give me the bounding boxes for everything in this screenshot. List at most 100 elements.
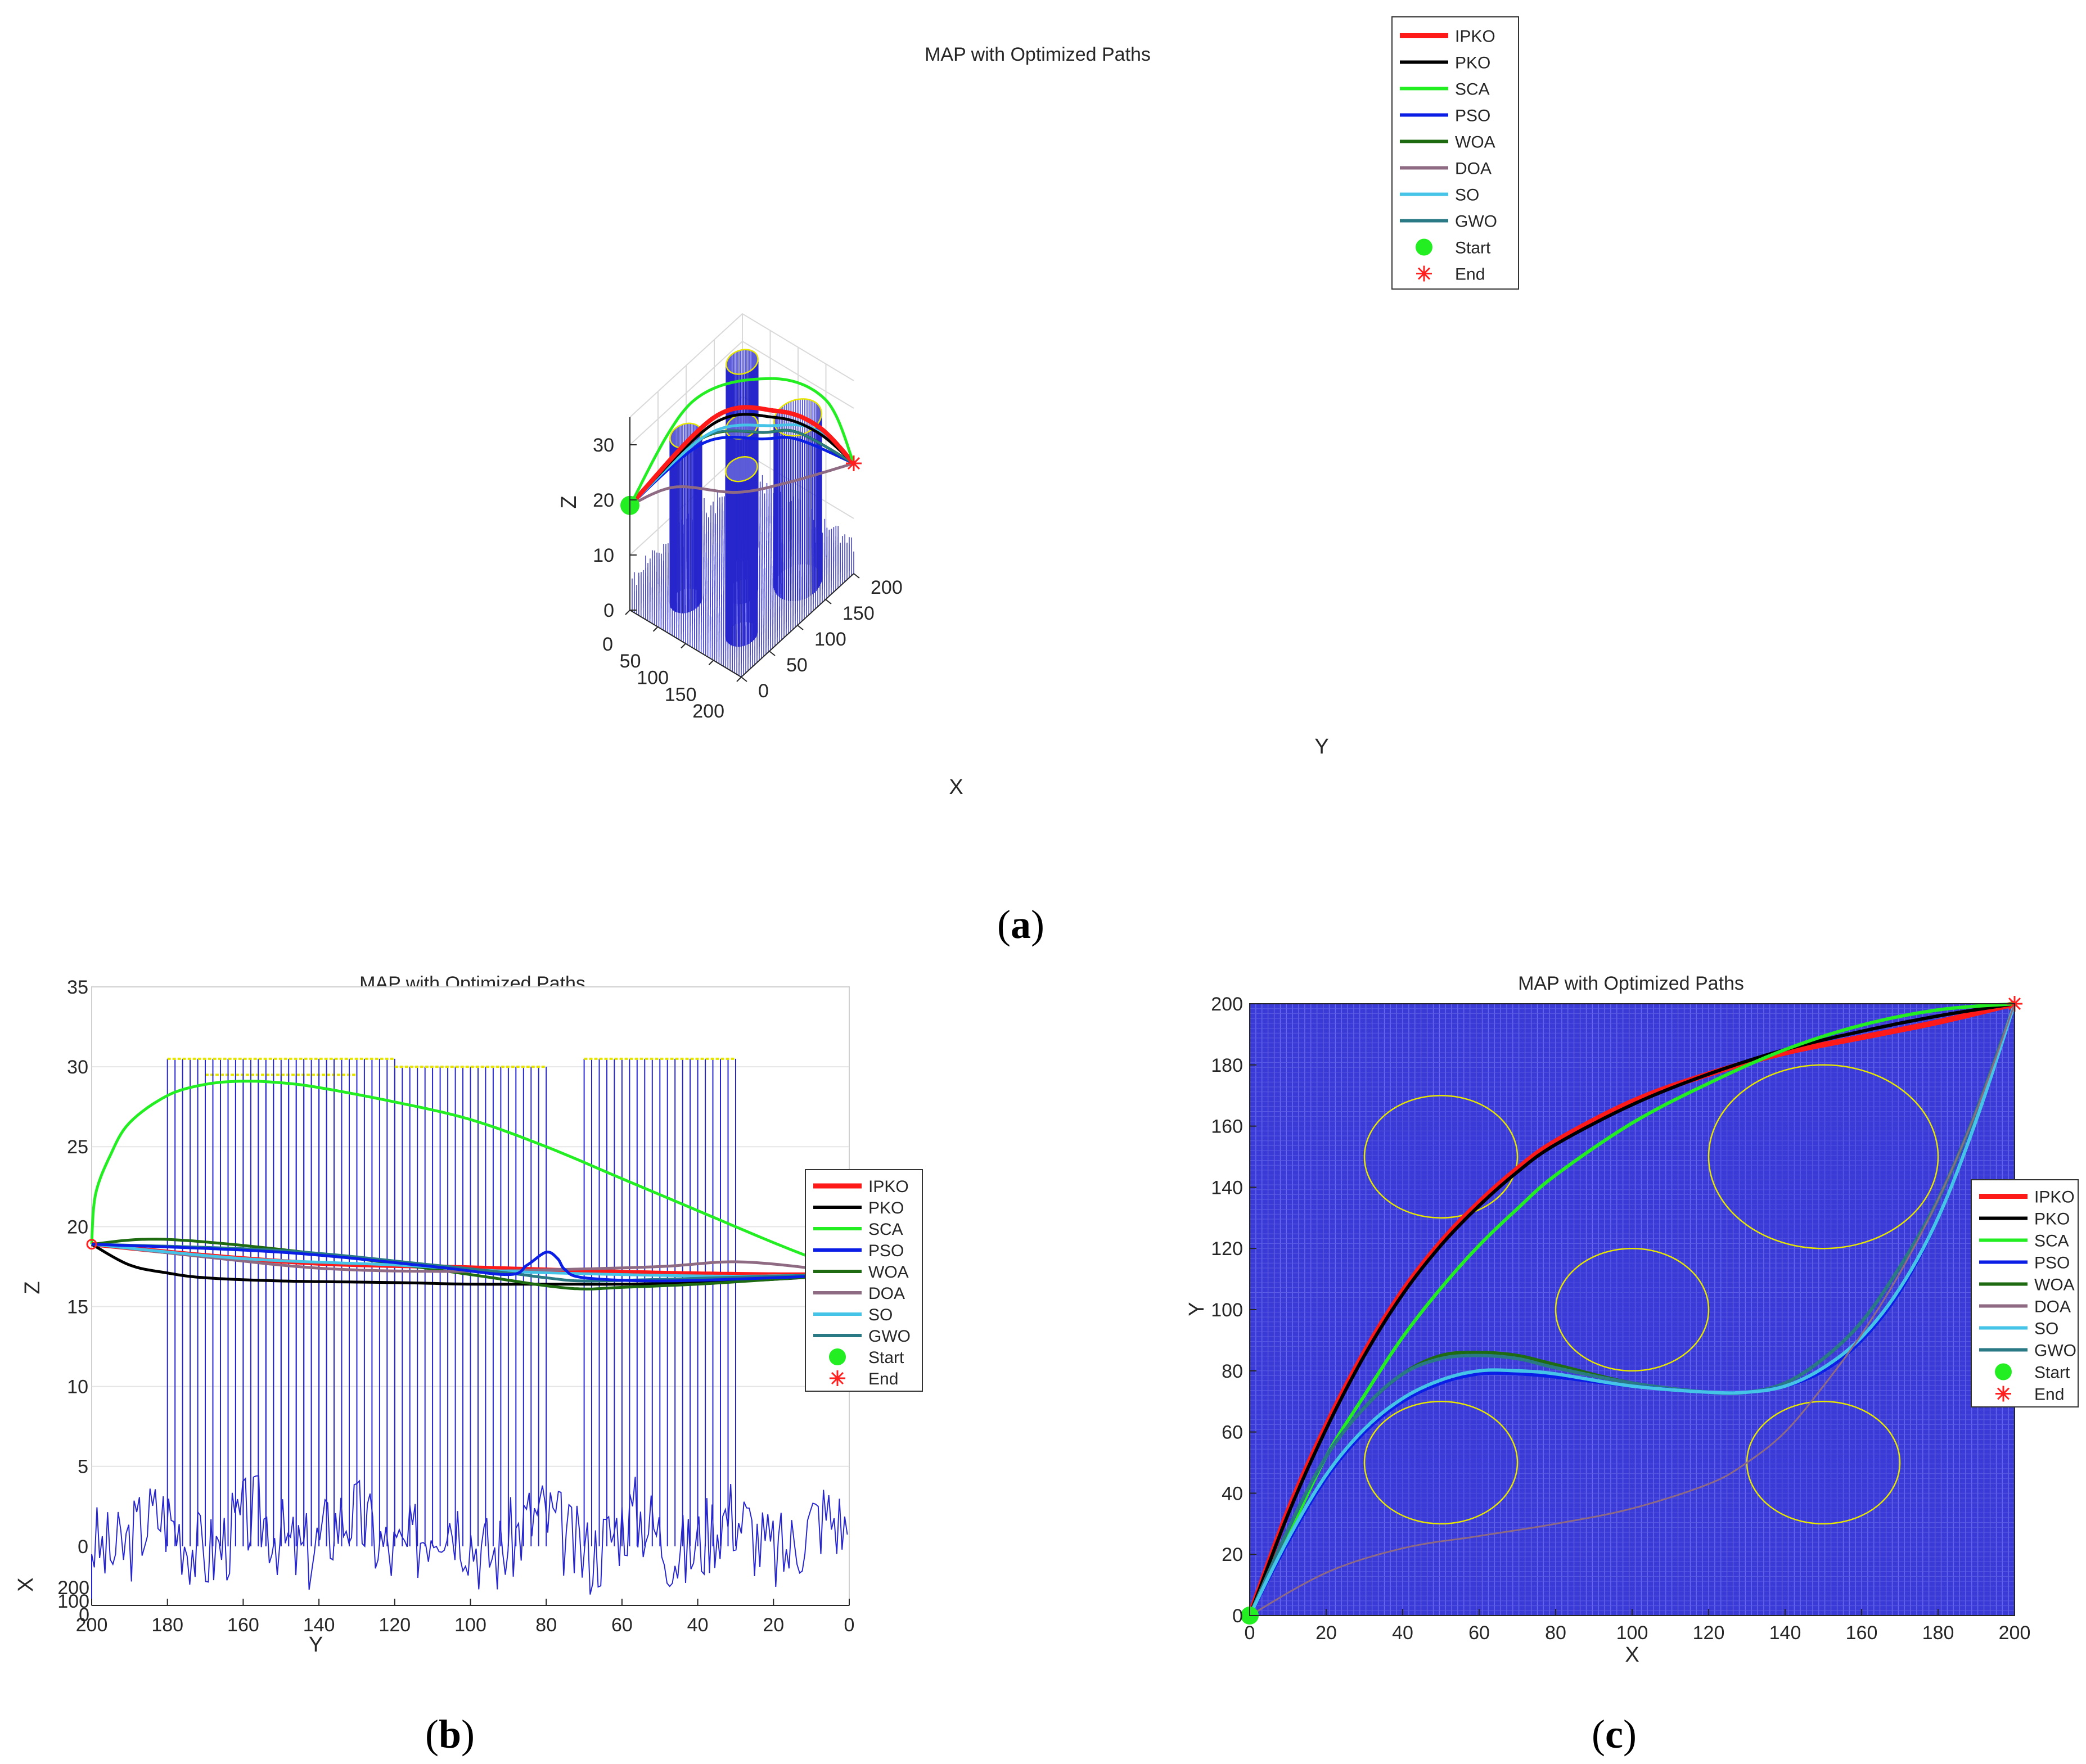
x-tick-mark bbox=[736, 676, 742, 682]
start-marker bbox=[86, 1239, 97, 1250]
y-tick-mark bbox=[741, 676, 747, 682]
legend-label-woa: WOA bbox=[2034, 1276, 2075, 1294]
obstacle-cylinder bbox=[725, 456, 758, 647]
y-tick-label: 100 bbox=[814, 629, 846, 650]
z-axis-label: Z bbox=[21, 1281, 44, 1294]
legend-label-start: Start bbox=[2034, 1364, 2070, 1382]
obstacle-columns bbox=[394, 1066, 547, 1546]
legend-label-end: End bbox=[2034, 1386, 2064, 1404]
x-tick-label: 0 bbox=[602, 634, 613, 655]
legend-label-doa: DOA bbox=[1455, 160, 1492, 178]
legend-label-pso: PSO bbox=[2034, 1254, 2070, 1273]
y-tick-label: 140 bbox=[303, 1614, 335, 1636]
path-pko bbox=[628, 413, 855, 507]
caption-b: (b) bbox=[425, 1712, 475, 1757]
caption-a: (a) bbox=[997, 902, 1044, 947]
legend-label-pko: PKO bbox=[2034, 1210, 2070, 1229]
x-tick-label: 180 bbox=[1922, 1622, 1954, 1644]
y-tick-label: 40 bbox=[1222, 1483, 1243, 1504]
legend-label-doa: DOA bbox=[2034, 1298, 2071, 1316]
path-gwo bbox=[1248, 1003, 2016, 1617]
y-tick-label: 40 bbox=[687, 1614, 709, 1636]
y-tick-label: 80 bbox=[535, 1614, 557, 1636]
legend-marker-start bbox=[829, 1348, 846, 1365]
path-pko bbox=[1248, 1002, 2015, 1617]
obstacle-top bbox=[725, 456, 758, 482]
x-tick-label: 40 bbox=[1392, 1622, 1413, 1644]
legend-label-pso: PSO bbox=[868, 1242, 904, 1260]
y-tick-label: 0 bbox=[758, 680, 769, 702]
y-tick-label: 200 bbox=[871, 577, 903, 598]
z-tick-label: 20 bbox=[593, 490, 614, 511]
legend-label-pso: PSO bbox=[1455, 107, 1490, 125]
z-tick-label: 30 bbox=[67, 1057, 88, 1078]
obstacle-lines bbox=[166, 1058, 395, 1546]
star-stroke bbox=[1417, 267, 1431, 280]
z-tick-label: 0 bbox=[603, 600, 614, 621]
y-tick-label: 60 bbox=[1222, 1422, 1243, 1443]
path-ipko bbox=[628, 405, 856, 508]
y-tick-mark bbox=[769, 651, 776, 656]
y-axis-label: Y bbox=[309, 1633, 323, 1657]
y-tick-label: 180 bbox=[1211, 1055, 1243, 1076]
legend-label-sca: SCA bbox=[868, 1220, 903, 1239]
obstacle-wall bbox=[725, 457, 758, 647]
legend-label-pko: PKO bbox=[868, 1199, 904, 1217]
x-tick-label: 0 bbox=[1245, 1622, 1255, 1644]
z-tick-label: 15 bbox=[67, 1296, 88, 1318]
legend-label-woa: WOA bbox=[1455, 133, 1495, 152]
panel-c-legend: IPKO PKO SCA PSO WOA DOA SO GWO Start End bbox=[1971, 1179, 2079, 1407]
legend-marker-end bbox=[830, 1370, 845, 1386]
x-tick-label: 120 bbox=[1693, 1622, 1725, 1644]
legend-label-end: End bbox=[1455, 265, 1485, 284]
y-tick-label: 0 bbox=[844, 1614, 855, 1636]
path-pso bbox=[91, 1243, 850, 1283]
obstacle-columns bbox=[583, 1057, 736, 1546]
obstacle-circle bbox=[1555, 1247, 1710, 1372]
legend-label-start: Start bbox=[868, 1348, 904, 1367]
z-tick-label: 5 bbox=[78, 1456, 88, 1478]
z-tick-label: 25 bbox=[67, 1136, 88, 1158]
x-tick-mark bbox=[652, 626, 659, 632]
legend-label-gwo: GWO bbox=[1455, 213, 1497, 231]
x-tick-label: 20 bbox=[1315, 1622, 1337, 1644]
z-tick-label: 10 bbox=[67, 1377, 88, 1398]
legend-label-doa: DOA bbox=[868, 1284, 905, 1303]
x-side-axis-label: X bbox=[14, 1577, 38, 1591]
panel-a-legend: IPKO PKO SCA PSO WOA DOA SO GWO Start End bbox=[1391, 16, 1519, 290]
y-tick-label: 0 bbox=[1232, 1605, 1243, 1627]
legend-label-so: SO bbox=[868, 1306, 893, 1324]
legend-label-ipko: IPKO bbox=[1455, 28, 1495, 46]
legend-label-end: End bbox=[868, 1370, 898, 1388]
panel-a-title: MAP with Optimized Paths bbox=[925, 44, 1151, 65]
star-stroke bbox=[1997, 1387, 2010, 1400]
path-sca bbox=[628, 377, 855, 507]
panel-a-3d-chart: MAP with Optimized Paths 010203005010015… bbox=[557, 16, 1519, 799]
x-side-tick-label: 100 bbox=[57, 1591, 89, 1612]
obstacle-wall bbox=[773, 399, 822, 602]
y-tick-label: 140 bbox=[1211, 1177, 1243, 1198]
path-woa bbox=[91, 1238, 850, 1291]
legend-label-woa: WOA bbox=[868, 1263, 909, 1282]
x-tick-mark bbox=[708, 660, 714, 665]
caption-c: (c) bbox=[1592, 1712, 1637, 1757]
star-stroke bbox=[831, 1372, 844, 1385]
obstacle-circle bbox=[1746, 1400, 1901, 1525]
panel-c-top-chart: MAP with Optimized Paths 0 20 40 60 80 100 120… bbox=[1185, 973, 2079, 1667]
path-doa bbox=[91, 1243, 850, 1276]
x-tick-label: 60 bbox=[1468, 1622, 1490, 1644]
end-marker bbox=[846, 455, 862, 471]
obstacle-circle bbox=[1707, 1064, 1939, 1249]
path-doa bbox=[1249, 1003, 2016, 1617]
legend-label-so: SO bbox=[2034, 1320, 2058, 1338]
x-tick-label: 140 bbox=[1769, 1622, 1801, 1644]
path-pso bbox=[628, 436, 855, 507]
path-gwo bbox=[91, 1243, 850, 1283]
z-tick-label: 35 bbox=[67, 977, 88, 998]
y-tick-mark bbox=[797, 625, 804, 630]
y-tick-mark bbox=[853, 573, 860, 579]
y-tick-label: 120 bbox=[1211, 1238, 1243, 1260]
z-tick-label: 0 bbox=[78, 1536, 88, 1558]
